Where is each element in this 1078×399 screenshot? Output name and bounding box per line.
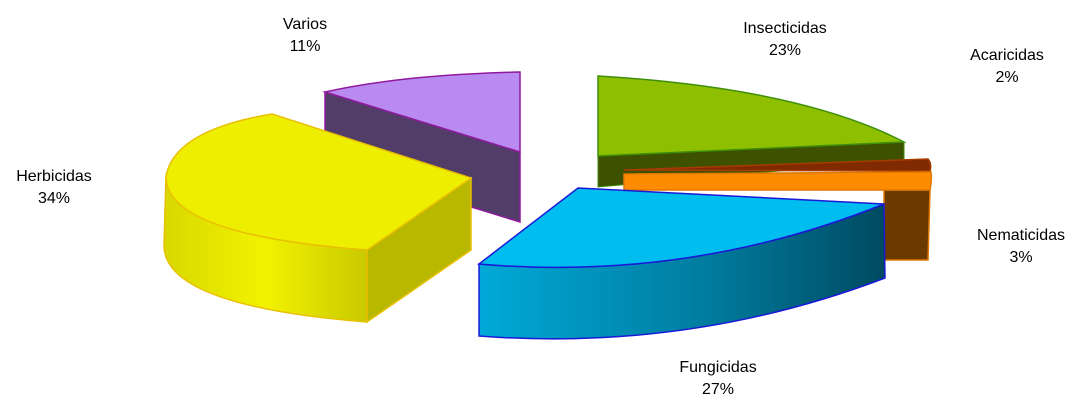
- label-herbicidas-name: Herbicidas: [16, 168, 92, 185]
- label-fungicidas-value: 27%: [702, 381, 734, 398]
- label-varios-value: 11%: [290, 38, 321, 55]
- slice-acaricidas-top: [623, 158, 932, 172]
- slice-herbicidas: [163, 113, 473, 324]
- slice-insecticidas-top: [597, 75, 907, 157]
- slice-varios-top: [322, 71, 521, 154]
- slice-herbicidas-top: [165, 113, 473, 251]
- label-nematicidas-value: 3%: [1009, 249, 1032, 266]
- slice-fungicidas: [477, 187, 886, 340]
- label-varios-name: Varios: [283, 16, 327, 33]
- label-acaricidas-value: 2%: [995, 69, 1018, 86]
- label-nematicidas-name: Nematicidas: [977, 227, 1065, 244]
- slice-labels: Varios 11% Insecticidas 23% Acaricidas 2…: [16, 16, 1065, 398]
- label-insecticidas-name: Insecticidas: [743, 20, 827, 37]
- label-insecticidas-value: 23%: [769, 42, 801, 59]
- label-acaricidas-name: Acaricidas: [970, 47, 1044, 64]
- slice-nematicidas-side: [883, 189, 931, 261]
- label-herbicidas-value: 34%: [38, 190, 70, 207]
- slice-nematicidas-top: [623, 171, 933, 191]
- slice-acaricidas: [623, 158, 932, 172]
- slice-fungicidas-top: [477, 187, 885, 269]
- label-fungicidas-name: Fungicidas: [679, 359, 756, 376]
